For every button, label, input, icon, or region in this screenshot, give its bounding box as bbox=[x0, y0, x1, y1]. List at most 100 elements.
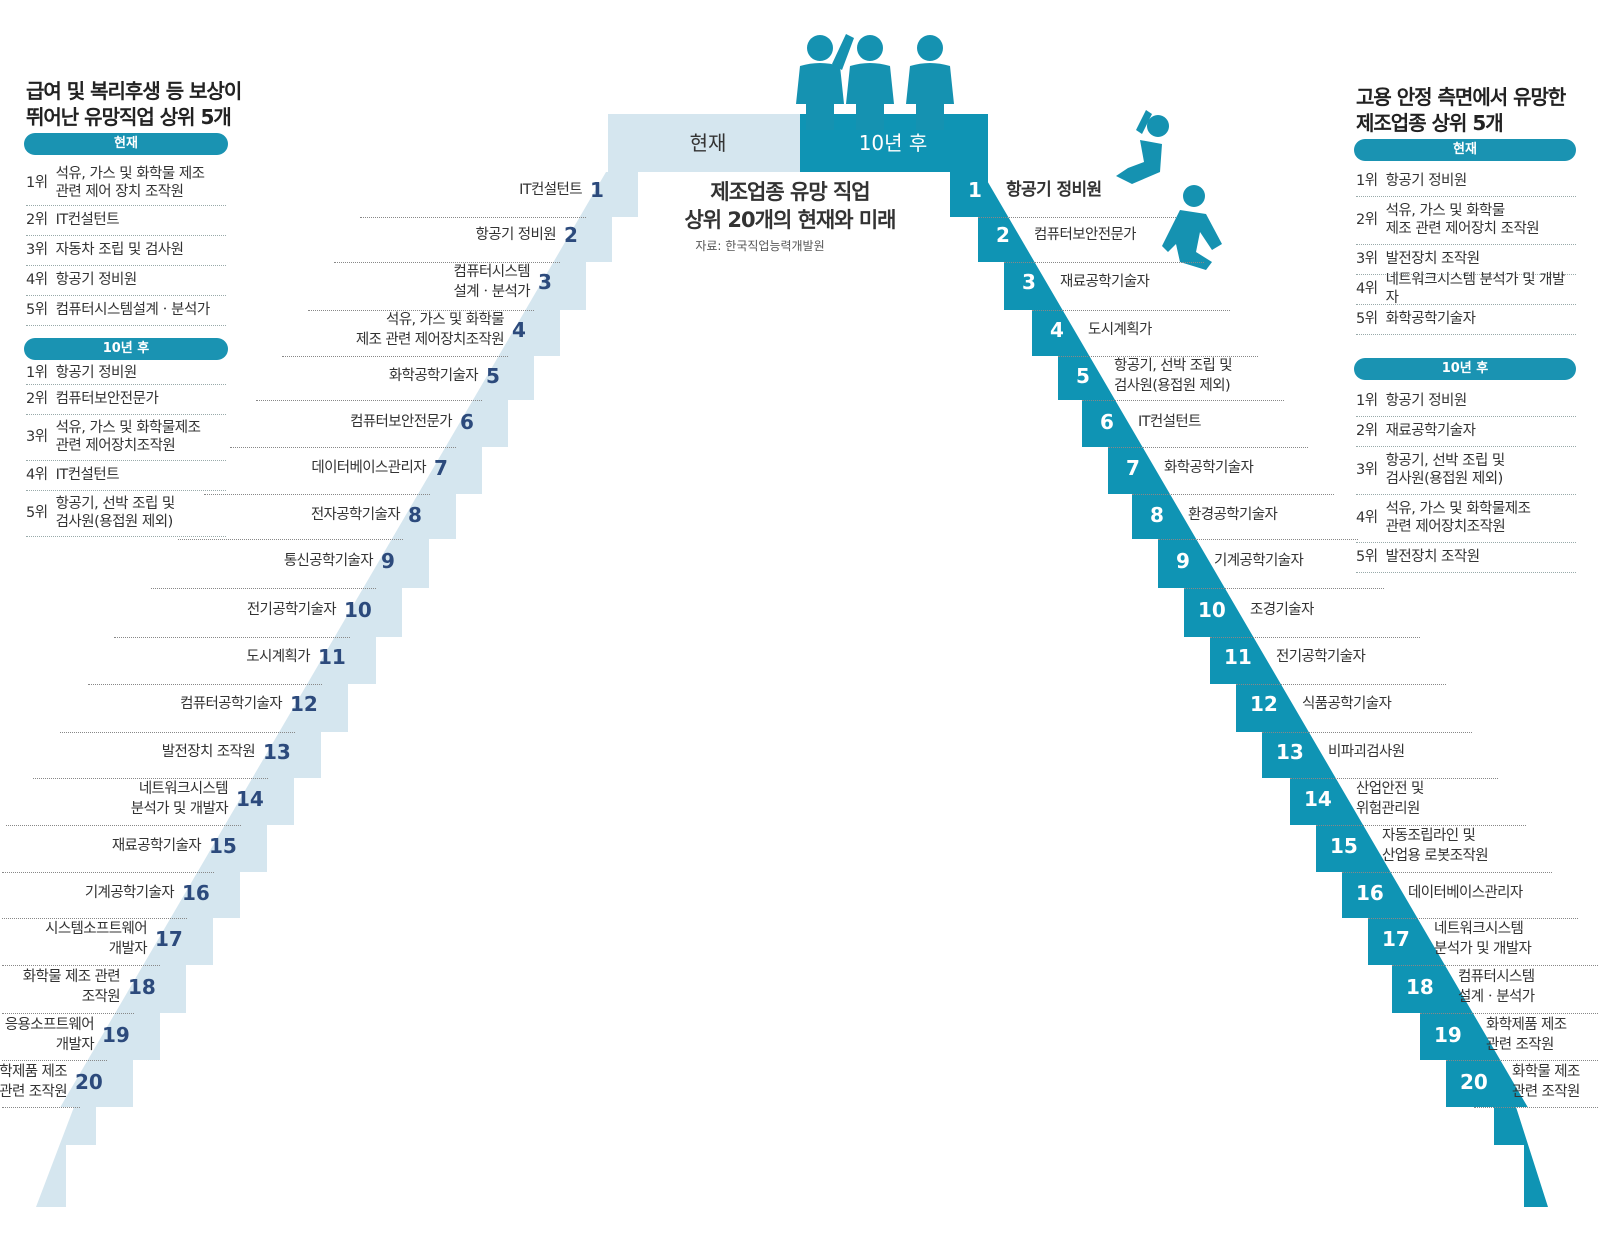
future-stair-step bbox=[1082, 400, 1143, 447]
job-line1: 항공기 정비원 bbox=[1006, 180, 1102, 200]
dotted-guide bbox=[1004, 262, 1204, 263]
dotted-guide bbox=[2, 1013, 134, 1014]
job-line2: 개발자 bbox=[55, 1037, 95, 1053]
rank-label: 3위 bbox=[1356, 462, 1378, 478]
rank-text: 항공기 정비원 bbox=[56, 364, 226, 382]
current-stair-step bbox=[608, 172, 636, 212]
job-line1: 네트워크시스템 bbox=[138, 781, 229, 797]
current-job-label: 시스템소프트웨어 개발자 bbox=[0, 919, 148, 959]
future-step-number: 1 bbox=[968, 178, 982, 202]
dotted-guide bbox=[1446, 1060, 1598, 1061]
future-stair-step bbox=[1132, 494, 1197, 539]
rank-text-line1: 석유, 가스 및 화학물 제조 bbox=[55, 165, 205, 182]
job-line1: 발전장치 조작원 bbox=[161, 744, 256, 760]
rank-text: 석유, 가스 및 화학물제조 관련 제어장치조작원 bbox=[56, 419, 226, 455]
raised-arm-icon bbox=[832, 34, 854, 70]
dotted-guide bbox=[1108, 447, 1308, 448]
rank-label: 1위 bbox=[1356, 393, 1378, 409]
dotted-guide bbox=[230, 447, 456, 448]
rank-row: 1위 석유, 가스 및 화학물 제조 관련 제어 장치 조작원 bbox=[26, 160, 226, 206]
rank-label: 3위 bbox=[26, 242, 48, 258]
future-step-number: 11 bbox=[1224, 645, 1252, 669]
dotted-guide bbox=[1158, 539, 1358, 540]
job-line1: 화학제품 제조 bbox=[1486, 1017, 1567, 1033]
job-line1: 화학공학기술자 bbox=[388, 368, 479, 384]
rank-row: 5위 항공기, 선박 조립 및 검사원(용접원 제외) bbox=[26, 490, 226, 537]
right-now-pill: 현재 bbox=[1354, 139, 1576, 161]
rank-label: 3위 bbox=[1356, 251, 1378, 267]
dotted-guide bbox=[1032, 310, 1230, 311]
dotted-guide bbox=[1392, 965, 1598, 966]
future-stair-step bbox=[1108, 447, 1170, 494]
job-line1: 조경기술자 bbox=[1250, 602, 1314, 618]
job-line2: 설계ㆍ분석가 bbox=[453, 284, 531, 300]
future-job-label: 환경공학기술자 bbox=[1188, 505, 1388, 525]
dotted-guide bbox=[1236, 684, 1446, 685]
dotted-guide bbox=[1368, 918, 1578, 919]
future-job-label: 전기공학기술자 bbox=[1276, 647, 1476, 667]
job-line1: 재료공학기술자 bbox=[111, 838, 202, 854]
current-step-number: 5 bbox=[486, 364, 500, 388]
job-line2: 조작원 bbox=[81, 989, 121, 1005]
job-line1: 응용소프트웨어 bbox=[4, 1017, 95, 1033]
current-job-label: 컴퓨터공학기술자 bbox=[72, 694, 283, 714]
job-line2: 분석가 및 개발자 bbox=[130, 801, 229, 817]
rank-text-line1: 발전장치 조작원 bbox=[1385, 251, 1481, 267]
dotted-guide bbox=[6, 825, 241, 826]
job-line1: 산업안전 및 bbox=[1356, 781, 1424, 797]
rank-label: 4위 bbox=[1356, 510, 1378, 526]
rank-text: 발전장치 조작원 bbox=[1386, 548, 1576, 566]
right-panel-title: 고용 안정 측면에서 유망한 제조업종 상위 5개 bbox=[1356, 84, 1596, 136]
person-icon bbox=[796, 35, 844, 130]
rank-text: 항공기 정비원 bbox=[1386, 172, 1576, 190]
current-staircase bbox=[36, 114, 802, 1207]
job-line2: 관련 조작원 bbox=[0, 1084, 68, 1100]
rank-label: 4위 bbox=[26, 467, 48, 483]
rank-row: 2위 재료공학기술자 bbox=[1356, 416, 1576, 447]
job-line1: 재료공학기술자 bbox=[1060, 274, 1150, 290]
person-head bbox=[917, 35, 943, 61]
job-line2: 검사원(용접원 제외) bbox=[1114, 378, 1231, 394]
current-step-number: 18 bbox=[128, 975, 156, 999]
rank-text: 자동차 조립 및 검사원 bbox=[56, 241, 226, 259]
dotted-guide bbox=[2, 1060, 107, 1061]
job-line1: 컴퓨터보안전문가 bbox=[1034, 227, 1137, 243]
rank-text-line1: 석유, 가스 및 화학물 bbox=[1385, 203, 1506, 219]
future-job-label: 조경기술자 bbox=[1250, 600, 1450, 620]
dotted-guide bbox=[60, 732, 295, 733]
job-line1: 화학물 제조 관련 bbox=[22, 969, 121, 985]
job-line2: 관련 조작원 bbox=[1486, 1037, 1554, 1053]
current-step-number: 1 bbox=[590, 178, 604, 202]
current-stair-step bbox=[307, 637, 376, 684]
rank-row: 3위 자동차 조립 및 검사원 bbox=[26, 235, 226, 266]
dotted-guide bbox=[1316, 825, 1526, 826]
rank-text: 발전장치 조작원 bbox=[1386, 250, 1576, 268]
dotted-guide bbox=[204, 494, 430, 495]
rank-text-line2: 검사원(용접원 제외) bbox=[55, 514, 174, 530]
current-header-block bbox=[608, 114, 802, 172]
left-future-pill: 10년 후 bbox=[24, 338, 228, 360]
rank-row: 4위 네트워크시스템 분석가 및 개발자 bbox=[1356, 272, 1576, 306]
rank-text-line1: 항공기 정비원 bbox=[1385, 173, 1468, 189]
future-stair-step bbox=[1420, 1013, 1501, 1060]
job-line2: 설계ㆍ분석가 bbox=[1458, 989, 1535, 1005]
rank-row: 3위 석유, 가스 및 화학물제조 관련 제어장치조작원 bbox=[26, 414, 226, 461]
source-note: 자료: 한국직업능력개발원 bbox=[695, 239, 825, 253]
future-stair-step bbox=[1158, 539, 1225, 588]
rank-text: 컴퓨터보안전문가 bbox=[56, 390, 226, 408]
person-body bbox=[906, 63, 954, 130]
job-line2: 산업용 로봇조작원 bbox=[1382, 848, 1489, 864]
rank-text-line1: 항공기, 선박 조립 및 bbox=[1385, 453, 1506, 469]
center-title-line2: 상위 20개의 현재와 미래 bbox=[684, 208, 896, 232]
current-stair-step bbox=[143, 918, 213, 965]
dotted-guide bbox=[2, 918, 187, 919]
job-line1: 컴퓨터공학기술자 bbox=[180, 696, 283, 712]
rank-text: IT컨설턴트 bbox=[56, 211, 226, 229]
rank-text-line1: 컴퓨터시스템설계ㆍ분석가 bbox=[55, 302, 211, 318]
dotted-guide bbox=[1290, 778, 1498, 779]
future-stair-step bbox=[1058, 356, 1116, 400]
rank-text-line2: 관련 제어장치조작원 bbox=[55, 438, 176, 454]
